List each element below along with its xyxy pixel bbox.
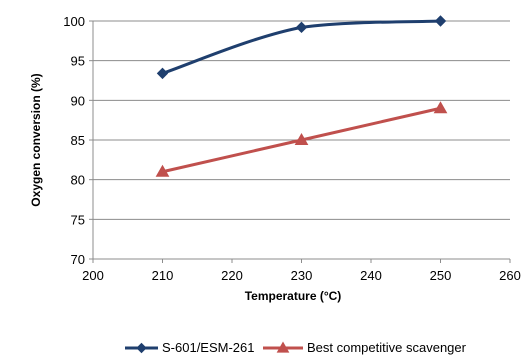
data-point-1-2 (433, 101, 448, 114)
tick-labels: 70 75 80 85 90 95 100 200 210 220 230 240 250 260 (63, 14, 521, 283)
y-tick-label: 90 (71, 93, 85, 108)
legend-item-0: S-601/ESM-261 (125, 340, 255, 355)
series-group (155, 15, 448, 177)
data-point-0-2 (434, 15, 447, 27)
x-tick-label: 210 (152, 268, 174, 283)
legend: S-601/ESM-261 Best competitive scavenger (125, 340, 467, 355)
grid-lines (93, 20, 510, 260)
y-tick-label: 70 (71, 252, 85, 267)
series-1 (155, 101, 448, 177)
data-point-1-1 (294, 132, 309, 145)
x-tick-label: 260 (499, 268, 521, 283)
data-point-1-0 (155, 164, 170, 177)
legend-marker (276, 341, 290, 353)
y-tick-label: 95 (71, 54, 85, 69)
x-tick-label: 240 (360, 268, 382, 283)
y-tick-label: 75 (71, 212, 85, 227)
legend-label: Best competitive scavenger (307, 340, 467, 355)
x-tick-label: 200 (82, 268, 104, 283)
y-tick-label: 80 (71, 173, 85, 188)
axes (89, 20, 511, 263)
legend-marker (136, 342, 147, 354)
x-tick-label: 230 (291, 268, 313, 283)
legend-label: S-601/ESM-261 (162, 340, 255, 355)
data-point-0-1 (295, 21, 308, 34)
x-axis-title: Temperature (°C) (245, 289, 342, 303)
x-tick-label: 220 (221, 268, 243, 283)
data-point-0-0 (156, 67, 169, 80)
y-tick-label: 100 (63, 14, 85, 29)
y-tick-label: 85 (71, 133, 85, 148)
y-axis-title: Oxygen conversion (%) (29, 73, 43, 206)
legend-item-1: Best competitive scavenger (263, 340, 467, 355)
x-tick-label: 250 (430, 268, 452, 283)
series-0 (156, 15, 447, 80)
